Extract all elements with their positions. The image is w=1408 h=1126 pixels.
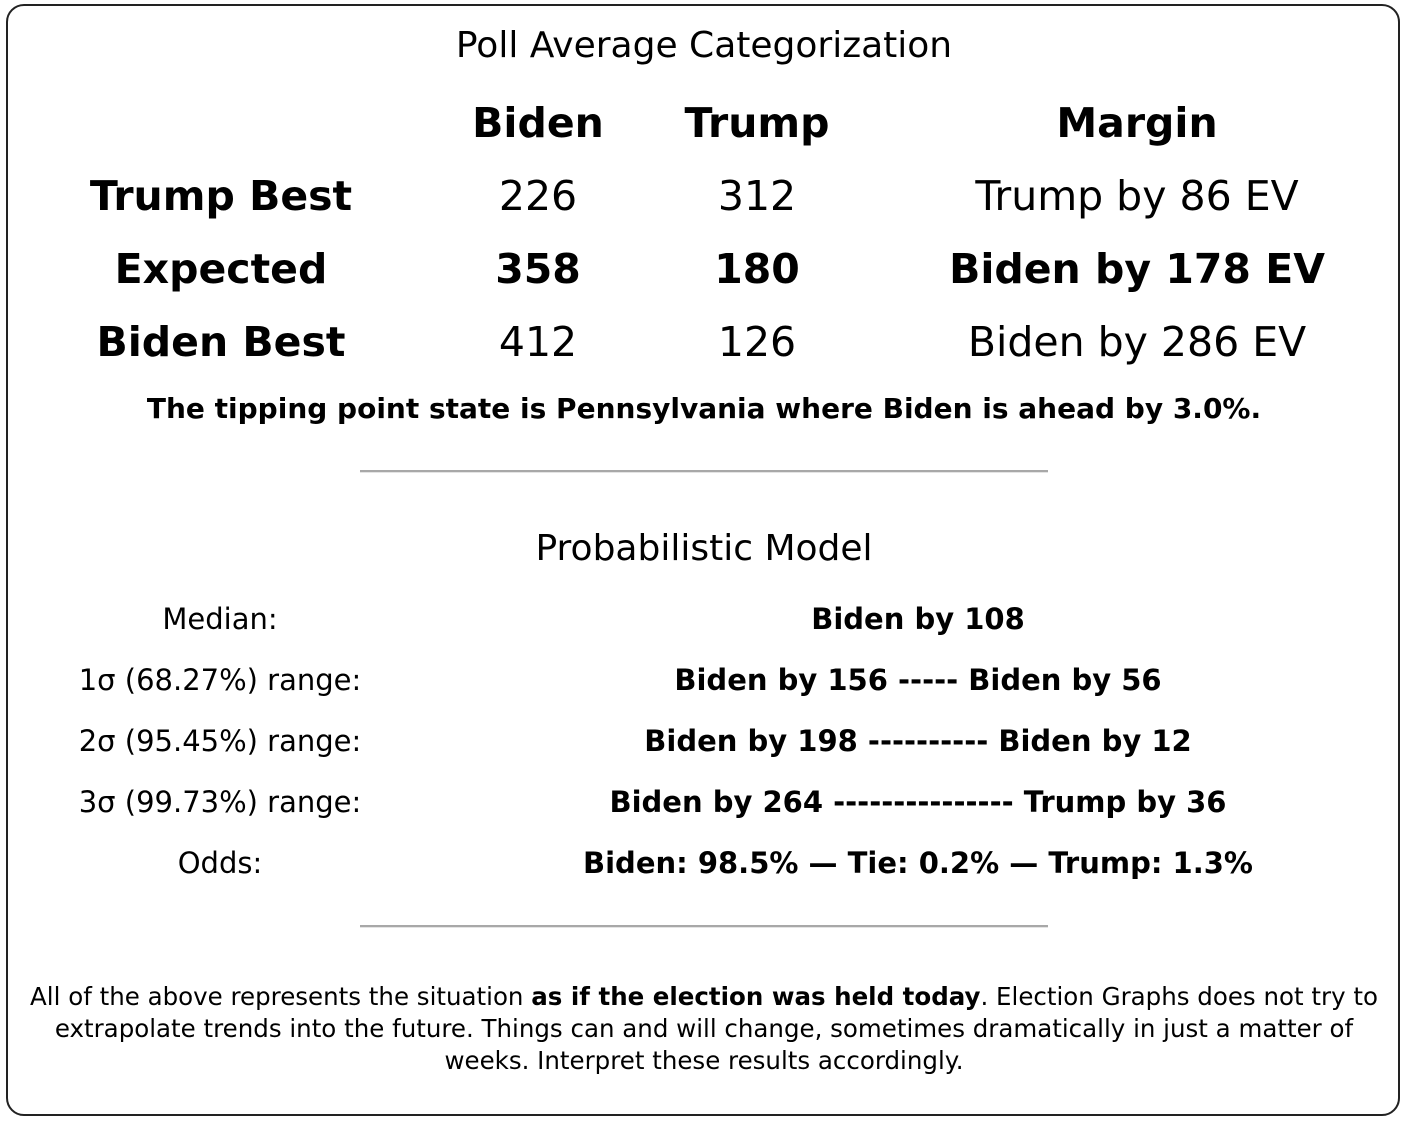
row-label-expected: Expected <box>114 245 328 293</box>
disclaimer-lead: All of the above represents the situatio… <box>30 982 532 1011</box>
expected-margin: Biden by 178 EV <box>949 245 1325 293</box>
section-divider <box>360 470 1048 473</box>
summary-panel <box>6 4 1400 1116</box>
probabilistic-model-title: Probabilistic Model <box>535 528 873 569</box>
one-sigma-label: 1σ (68.27%) range: <box>78 663 362 697</box>
biden-best-biden-ev: 412 <box>498 318 578 366</box>
biden-best-trump-ev: 126 <box>717 318 797 366</box>
trump-best-biden-ev: 226 <box>498 172 578 220</box>
expected-biden-ev: 358 <box>495 245 581 293</box>
section-divider-bottom <box>360 925 1048 928</box>
column-header-margin: Margin <box>1056 99 1218 147</box>
expected-trump-ev: 180 <box>714 245 800 293</box>
poll-average-title: Poll Average Categorization <box>455 25 953 66</box>
trump-best-margin: Trump by 86 EV <box>975 172 1299 220</box>
three-sigma-range: Biden by 264 --------------- Trump by 36 <box>609 785 1227 819</box>
disclaimer-rest: . Election Graphs does not try to extrap… <box>54 982 1378 1075</box>
two-sigma-range: Biden by 198 ---------- Biden by 12 <box>644 724 1192 758</box>
one-sigma-range: Biden by 156 ----- Biden by 56 <box>674 663 1162 697</box>
disclaimer-emphasis: as if the election was held today <box>531 982 981 1011</box>
odds-value: Biden: 98.5% — Tie: 0.2% — Trump: 1.3% <box>583 846 1253 880</box>
trump-best-trump-ev: 312 <box>717 172 797 220</box>
median-label: Median: <box>162 602 278 636</box>
biden-best-margin: Biden by 286 EV <box>967 318 1307 366</box>
two-sigma-label: 2σ (95.45%) range: <box>78 724 362 758</box>
tipping-point-statement: The tipping point state is Pennsylvania … <box>146 392 1262 425</box>
three-sigma-label: 3σ (99.73%) range: <box>78 785 362 819</box>
column-header-biden: Biden <box>472 99 604 147</box>
median-value: Biden by 108 <box>811 602 1025 636</box>
odds-label: Odds: <box>177 846 263 880</box>
row-label-trump-best: Trump Best <box>89 172 353 220</box>
row-label-biden-best: Biden Best <box>96 318 346 366</box>
disclaimer-text: All of the above represents the situatio… <box>20 981 1388 1077</box>
column-header-trump: Trump <box>684 99 830 147</box>
